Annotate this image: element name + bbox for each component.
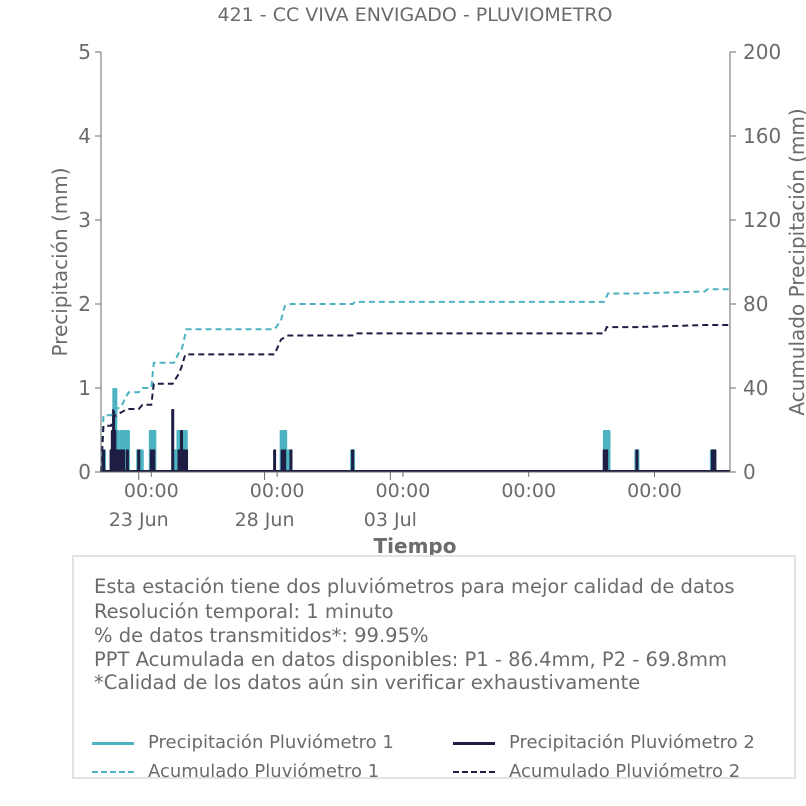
precip-bar [149,449,153,472]
x-minor-tick-label: 00:00 [376,480,431,502]
y-right-tick-label: 120 [743,208,781,232]
legend-label: Acumulado Pluviómetro 1 [148,761,380,782]
y-left-tick-label: 4 [78,124,91,148]
accumulated-line [100,288,730,473]
x-minor-tick-label: 00:00 [250,480,305,502]
y-left-tick-label: 5 [78,40,91,64]
y-axis-right-label: Acumulado Precipitación (mm) [785,108,806,415]
legend-item-cum-p1: Acumulado Pluviómetro 1 [92,761,422,783]
precip-bar [122,449,126,472]
precip-bar [119,449,123,472]
info-line-quality-note: *Calidad de los datos aún sin verificar … [94,671,641,694]
legend-item-precip-p1: Precipitación Pluviómetro 1 [92,732,422,754]
chart-title: 421 - CC VIVA ENVIGADO - PLUVIOMETRO [218,4,613,26]
precip-bar [182,449,186,472]
y-axis-left-label: Precipitación (mm) [48,167,72,356]
precip-bar [102,449,106,472]
precip-bar [283,449,287,472]
y-left-tick-label: 2 [78,292,91,316]
precip-bar [280,449,284,472]
x-minor-tick-label: 00:00 [627,480,682,502]
y-right-tick-label: 40 [743,376,768,400]
info-line-transmitted: % de datos transmitidos*: 99.95% [94,624,429,647]
series-accumulated [100,288,730,473]
info-box: Esta estación tiene dos pluviómetros par… [72,555,796,782]
x-major-tick-label: 23 Jun [109,509,169,531]
series-precip-p2 [101,409,730,472]
legend-swatch-solid-navy [453,742,495,745]
legend-label: Precipitación Pluviómetro 2 [509,732,755,753]
precip-bar [180,430,184,472]
precip-bar [710,449,714,472]
precip-bar [117,449,121,472]
precip-bar [635,449,639,472]
precip-bar [114,449,118,472]
legend-swatch-dashed-teal [92,771,134,773]
y-left-tick-label: 3 [78,208,91,232]
x-major-tick-label: 28 Jun [235,509,295,531]
info-line-accumulated: PPT Acumulada en datos disponibles: P1 -… [94,648,727,671]
precip-bar [273,449,277,472]
precip-bar [289,449,293,472]
x-minor-tick-label: 00:00 [501,480,556,502]
precip-bar [185,449,189,472]
x-major-tick-label: 03 Jul [364,509,417,531]
legend-swatch-solid-teal [92,742,134,745]
info-line-resolution: Resolución temporal: 1 minuto [94,600,394,623]
y-right-tick-label: 200 [743,40,781,64]
precip-bar [125,449,129,472]
x-axis-label: Tiempo [374,534,457,558]
legend-item-cum-p2: Acumulado Pluviómetro 2 [453,761,793,783]
y-right-tick-label: 0 [743,460,756,484]
legend-label: Acumulado Pluviómetro 2 [509,761,741,782]
y-left-tick-label: 1 [78,376,91,400]
precip-bar [605,449,609,472]
info-line-stations: Esta estación tiene dos pluviómetros par… [94,575,735,598]
precip-bar [351,449,355,472]
precip-bar [152,449,156,472]
x-minor-tick-label: 00:00 [124,480,179,502]
precip-bar [602,449,606,472]
accumulated-line [100,324,730,473]
precip-bar [171,409,175,472]
axes: 0 1 2 3 4 5 0 40 80 120 160 200 00:00 00:00 00:00 00:00… [78,40,781,531]
precip-bar [177,449,181,472]
y-right-tick-label: 80 [743,292,768,316]
y-left-tick-label: 0 [78,460,91,484]
legend-item-precip-p2: Precipitación Pluviómetro 2 [453,732,793,754]
precip-bar [137,449,141,472]
legend-label: Precipitación Pluviómetro 1 [148,732,394,753]
precip-bar [713,449,717,472]
y-right-tick-label: 160 [743,124,781,148]
legend-swatch-dashed-navy [453,771,495,773]
